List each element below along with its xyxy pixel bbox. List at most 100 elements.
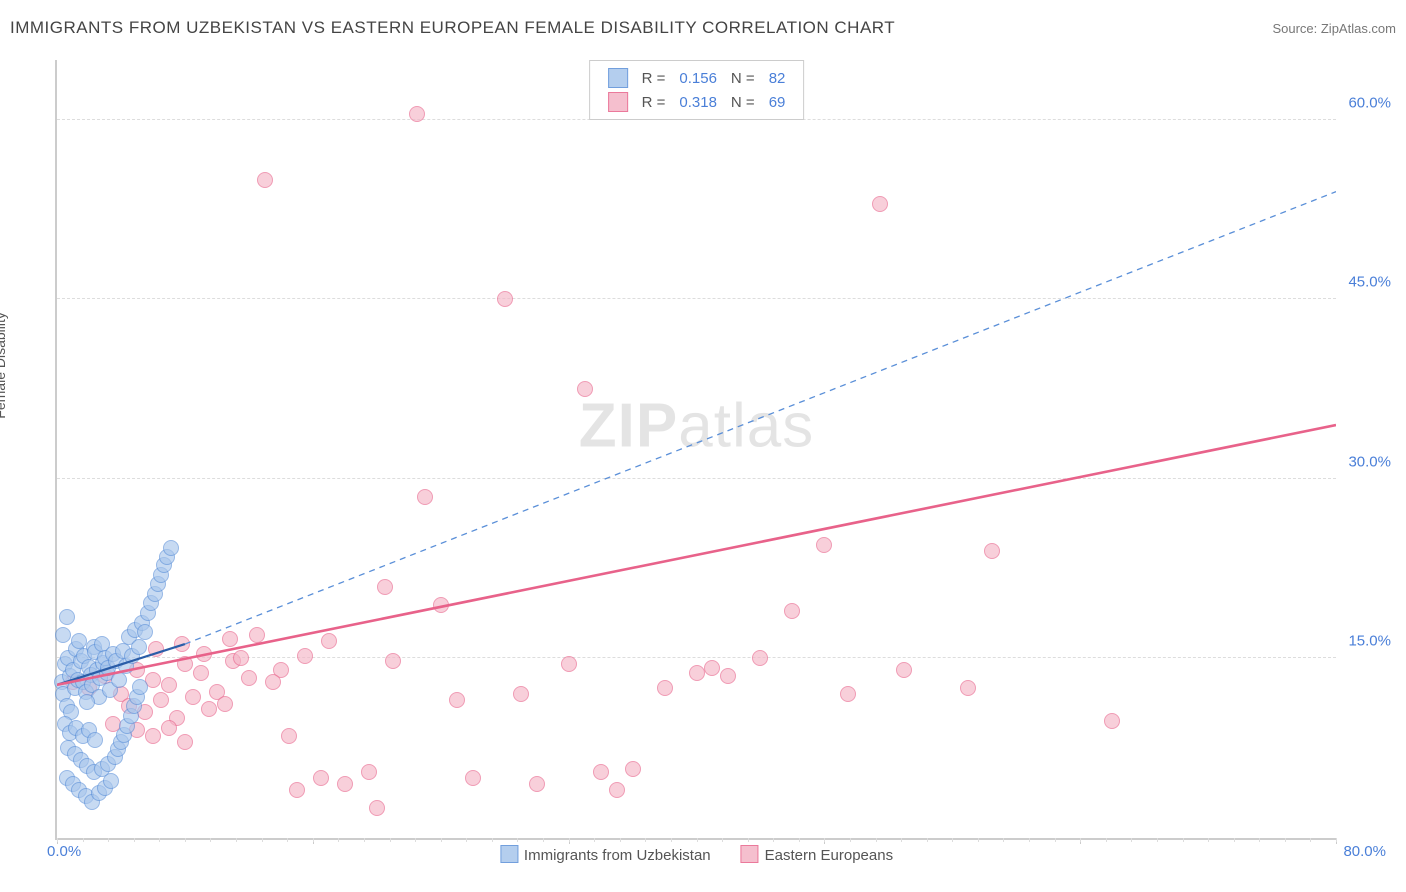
- series-legend-item-1: Immigrants from Uzbekistan: [500, 845, 711, 864]
- x-tick-minor: [952, 838, 953, 842]
- x-tick-minor: [108, 838, 109, 842]
- legend-swatch-icon: [741, 845, 759, 863]
- x-tick-minor: [645, 838, 646, 842]
- x-tick-minor: [236, 838, 237, 842]
- x-tick-minor: [134, 838, 135, 842]
- scatter-point: [752, 650, 768, 666]
- x-tick-minor: [543, 838, 544, 842]
- x-origin-label: 0.0%: [47, 843, 81, 860]
- scatter-point: [79, 694, 95, 710]
- scatter-point: [465, 770, 481, 786]
- scatter-point: [137, 624, 153, 640]
- x-tick-minor: [517, 838, 518, 842]
- scatter-point: [840, 686, 856, 702]
- x-tick-minor: [1183, 838, 1184, 842]
- x-tick-minor: [185, 838, 186, 842]
- legend-swatch-2: [608, 92, 628, 112]
- x-tick-minor: [876, 838, 877, 842]
- scatter-point: [297, 648, 313, 664]
- legend-swatch-icon: [500, 845, 518, 863]
- scatter-point: [59, 609, 75, 625]
- scatter-point: [161, 720, 177, 736]
- scatter-point: [217, 696, 233, 712]
- scatter-point: [984, 543, 1000, 559]
- scatter-point: [111, 672, 127, 688]
- scatter-point: [449, 692, 465, 708]
- x-tick-minor: [978, 838, 979, 842]
- x-tick-minor: [901, 838, 902, 842]
- legend-row-series-1: R =0.156 N =82: [602, 67, 792, 89]
- x-tick-minor: [159, 838, 160, 842]
- x-tick-minor: [441, 838, 442, 842]
- scatter-point: [201, 701, 217, 717]
- x-tick-minor: [1029, 838, 1030, 842]
- scatter-point: [177, 656, 193, 672]
- x-tick-minor: [722, 838, 723, 842]
- scatter-point: [55, 627, 71, 643]
- scatter-point: [872, 196, 888, 212]
- scatter-point: [196, 646, 212, 662]
- x-max-label: 80.0%: [1343, 843, 1386, 860]
- scatter-point: [385, 653, 401, 669]
- x-tick-minor: [83, 838, 84, 842]
- x-tick-minor: [1234, 838, 1235, 842]
- scatter-point: [145, 728, 161, 744]
- x-tick-minor: [1003, 838, 1004, 842]
- scatter-point: [609, 782, 625, 798]
- scatter-point: [513, 686, 529, 702]
- x-tick-minor: [1157, 838, 1158, 842]
- scatter-point: [177, 734, 193, 750]
- scatter-point: [377, 579, 393, 595]
- x-tick-minor: [799, 838, 800, 842]
- scatter-point: [321, 633, 337, 649]
- scatter-point: [361, 764, 377, 780]
- y-axis-label: Female Disability: [0, 312, 8, 419]
- scatter-point: [161, 677, 177, 693]
- scatter-point: [185, 689, 201, 705]
- x-tick-minor: [1080, 838, 1081, 842]
- x-tick-minor: [824, 838, 825, 842]
- x-tick-minor: [262, 838, 263, 842]
- x-tick-minor: [1131, 838, 1132, 842]
- x-tick-minor: [1336, 838, 1337, 842]
- y-tick-label: 30.0%: [1348, 453, 1391, 470]
- scatter-point: [816, 537, 832, 553]
- x-tick-minor: [850, 838, 851, 842]
- y-tick-label: 15.0%: [1348, 633, 1391, 650]
- chart-container: Female Disability ZIPatlas R =0.156 N =8…: [10, 45, 1396, 882]
- x-tick-minor: [1310, 838, 1311, 842]
- scatter-point: [132, 679, 148, 695]
- scatter-point: [265, 674, 281, 690]
- x-tick-minor: [210, 838, 211, 842]
- plot-area: ZIPatlas R =0.156 N =82 R =0.318 N =69 0…: [55, 60, 1336, 840]
- x-tick-minor: [57, 838, 58, 842]
- scatter-point: [561, 656, 577, 672]
- chart-title: IMMIGRANTS FROM UZBEKISTAN VS EASTERN EU…: [10, 18, 895, 38]
- scatter-point: [289, 782, 305, 798]
- scatter-point: [281, 728, 297, 744]
- x-tick-minor: [1055, 838, 1056, 842]
- scatter-point: [529, 776, 545, 792]
- source-label: Source: ZipAtlas.com: [1272, 21, 1396, 36]
- x-tick-minor: [1259, 838, 1260, 842]
- scatter-point: [163, 540, 179, 556]
- scatter-point: [153, 692, 169, 708]
- x-tick-minor: [364, 838, 365, 842]
- scatter-point: [148, 641, 164, 657]
- x-tick-minor: [313, 838, 314, 842]
- scatter-point: [593, 764, 609, 780]
- legend-swatch-1: [608, 68, 628, 88]
- scatter-point: [174, 636, 190, 652]
- scatter-point: [577, 381, 593, 397]
- x-tick-minor: [1285, 838, 1286, 842]
- y-tick-label: 45.0%: [1348, 274, 1391, 291]
- scatter-point: [1104, 713, 1120, 729]
- x-tick-minor: [466, 838, 467, 842]
- x-tick-minor: [594, 838, 595, 842]
- x-tick-minor: [492, 838, 493, 842]
- x-tick-minor: [773, 838, 774, 842]
- scatter-point: [433, 597, 449, 613]
- scatter-point: [87, 732, 103, 748]
- scatter-point: [720, 668, 736, 684]
- scatter-point: [417, 489, 433, 505]
